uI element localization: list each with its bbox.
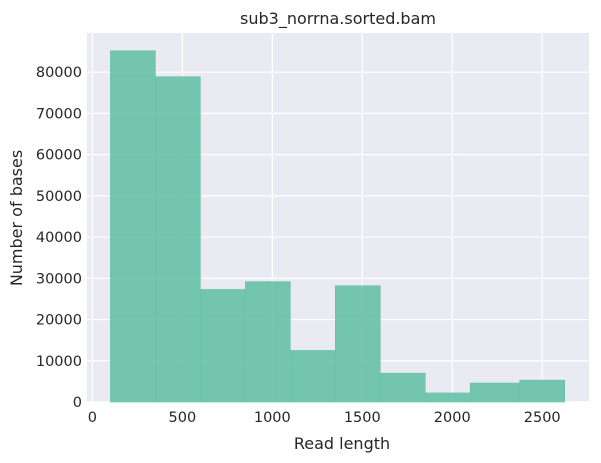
y-tick-label: 30000 <box>36 271 82 287</box>
y-tick-label: 70000 <box>36 106 82 122</box>
y-tick-label: 80000 <box>36 65 82 81</box>
histogram-bar <box>519 379 566 403</box>
histogram-bar <box>424 392 471 403</box>
x-tick-labels: 0 500 1000 1500 2000 2500 <box>88 410 561 426</box>
x-tick-label: 1500 <box>344 410 381 426</box>
histogram-bar <box>469 382 521 403</box>
x-axis-label: Read length <box>294 434 390 453</box>
y-tick-label: 20000 <box>36 313 82 329</box>
y-tick-label: 0 <box>73 395 82 411</box>
x-tick-label: 2000 <box>434 410 471 426</box>
histogram-bar <box>110 50 156 403</box>
y-axis-label: Number of bases <box>7 150 26 286</box>
y-tick-label: 50000 <box>36 189 82 205</box>
y-tick-label: 10000 <box>36 354 82 370</box>
x-tick-label: 500 <box>169 410 197 426</box>
histogram-bar <box>290 350 336 403</box>
histogram-bar <box>245 281 291 403</box>
histogram-bar <box>379 372 426 403</box>
y-tick-label: 40000 <box>36 230 82 246</box>
histogram-bar <box>200 289 246 403</box>
y-tick-labels: 0 10000 20000 30000 40000 50000 60000 70000 8000… <box>36 65 82 411</box>
chart-title: sub3_norrna.sorted.bam <box>240 9 436 29</box>
y-tick-label: 60000 <box>36 148 82 164</box>
histogram-bar <box>155 76 201 403</box>
histogram-bars <box>110 50 566 403</box>
x-tick-label: 1000 <box>254 410 291 426</box>
histogram-bar <box>335 285 381 403</box>
x-tick-label: 2500 <box>524 410 561 426</box>
x-tick-label: 0 <box>88 410 97 426</box>
